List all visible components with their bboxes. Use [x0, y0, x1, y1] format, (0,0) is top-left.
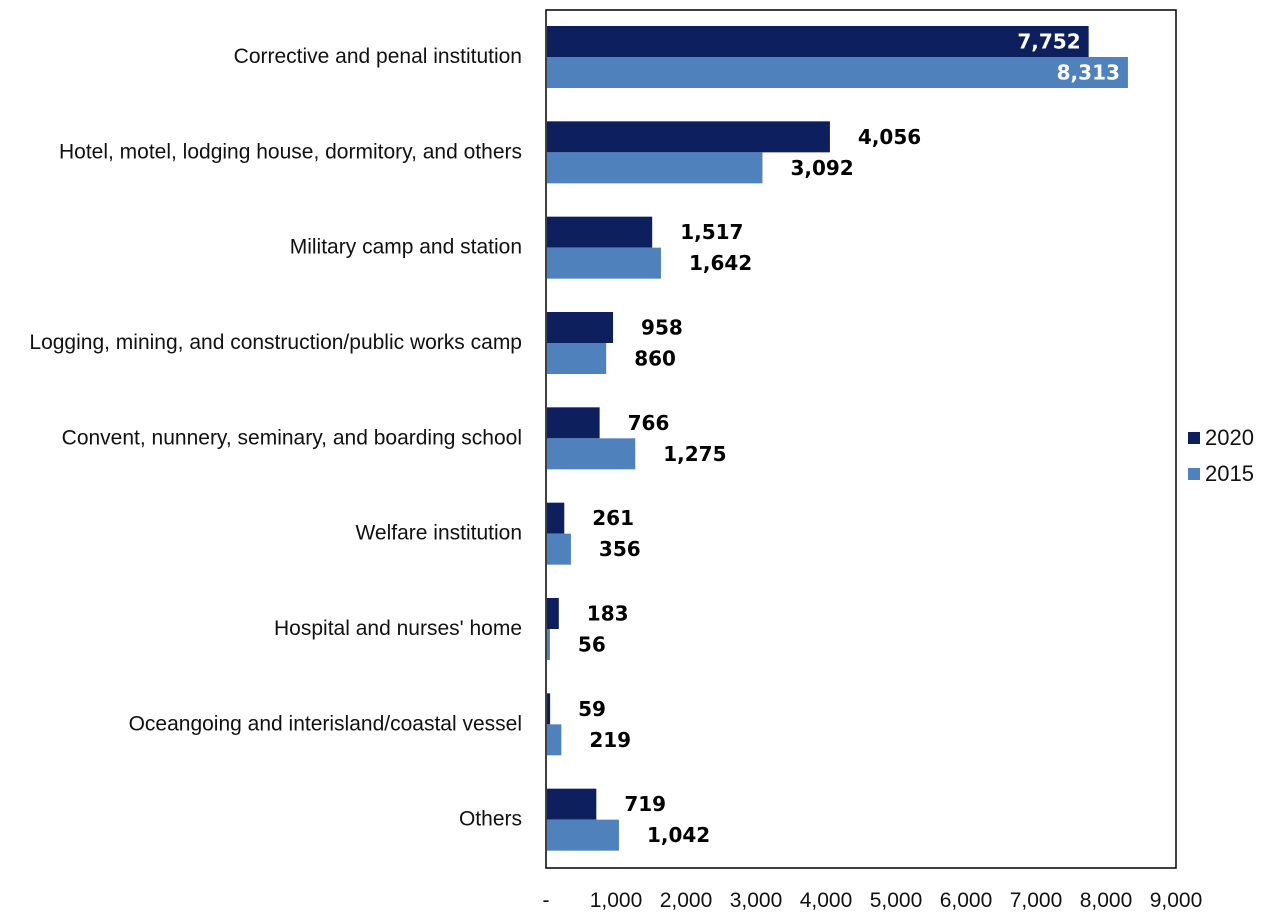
- category-label: Corrective and penal institution: [234, 45, 522, 68]
- bar-2020: [547, 26, 1089, 57]
- data-label-2020: 261: [592, 506, 634, 530]
- category-label: Welfare institution: [355, 522, 522, 545]
- bar-2015: [547, 247, 661, 279]
- bar-2020: [547, 502, 565, 534]
- category-label: Hospital and nurses' home: [274, 617, 522, 640]
- data-label-2015: 1,042: [647, 823, 710, 847]
- bar-2015: [547, 819, 619, 851]
- bar-2015: [547, 438, 636, 470]
- bar-2020: [547, 312, 614, 343]
- category-labels: Corrective and penal institution Hotel, m…: [29, 45, 522, 831]
- x-tick-label: 8,000: [1080, 889, 1133, 912]
- bar-2020: [547, 121, 830, 153]
- bar-2020: [547, 216, 653, 248]
- data-label-2020: 766: [628, 411, 670, 435]
- bar-2020: [547, 788, 597, 820]
- data-label-2020: 1,517: [680, 220, 743, 244]
- data-label-2015: 56: [578, 633, 606, 657]
- x-tick-label: 7,000: [1010, 889, 1063, 912]
- data-label-2020: 7,752: [1017, 30, 1080, 54]
- data-label-2020: 719: [624, 792, 666, 816]
- bar-2015: [547, 724, 562, 756]
- bar-2015: [547, 533, 571, 565]
- data-label-2015: 8,313: [1057, 61, 1120, 85]
- bars-group: [547, 26, 1128, 851]
- data-label-2015: 1,275: [663, 442, 726, 466]
- bar-2020: [547, 598, 559, 629]
- bar-2015: [547, 629, 550, 660]
- x-tick-label: 6,000: [940, 889, 993, 912]
- x-tick-label: 5,000: [870, 889, 923, 912]
- category-label: Military camp and station: [290, 236, 522, 259]
- legend-label-2015: 2015: [1205, 461, 1254, 486]
- data-label-2015: 356: [599, 537, 641, 561]
- data-label-2020: 958: [641, 316, 683, 340]
- data-label-2020: 4,056: [858, 125, 921, 149]
- data-label-2015: 1,642: [689, 251, 752, 275]
- data-label-2015: 3,092: [790, 156, 853, 180]
- x-tick-label: 3,000: [730, 889, 783, 912]
- x-tick-label: 1,000: [590, 889, 643, 912]
- category-label: Hotel, motel, lodging house, dormitory, …: [59, 140, 522, 163]
- category-label: Others: [459, 808, 522, 831]
- data-label-2020: 59: [578, 697, 606, 721]
- data-label-2015: 860: [634, 347, 676, 371]
- legend-swatch-2020: [1188, 432, 1200, 444]
- bar-2015: [547, 152, 763, 184]
- category-label: Logging, mining, and construction/public…: [29, 331, 522, 354]
- data-label-2020: 183: [587, 602, 629, 626]
- bar-2015: [547, 57, 1128, 88]
- legend: 2020 2015: [1188, 425, 1254, 486]
- category-label: Convent, nunnery, seminary, and boarding…: [62, 426, 522, 449]
- x-tick-label: 2,000: [660, 889, 713, 912]
- plot-area-frame: [545, 9, 1177, 869]
- legend-label-2020: 2020: [1205, 425, 1254, 450]
- x-tick-label: 4,000: [800, 889, 853, 912]
- x-axis-tick-labels: - 1,000 2,000 3,000 4,000 5,000 6,000 7,000 8,00…: [543, 889, 1203, 912]
- x-tick-label: -: [543, 889, 550, 912]
- x-tick-label: 9,000: [1150, 889, 1203, 912]
- legend-swatch-2015: [1188, 468, 1200, 480]
- bar-2020: [547, 693, 551, 725]
- bar-2015: [547, 343, 607, 374]
- bar-2020: [547, 407, 600, 439]
- data-label-2015: 219: [589, 728, 631, 752]
- category-label: Oceangoing and interisland/coastal vesse…: [129, 712, 522, 735]
